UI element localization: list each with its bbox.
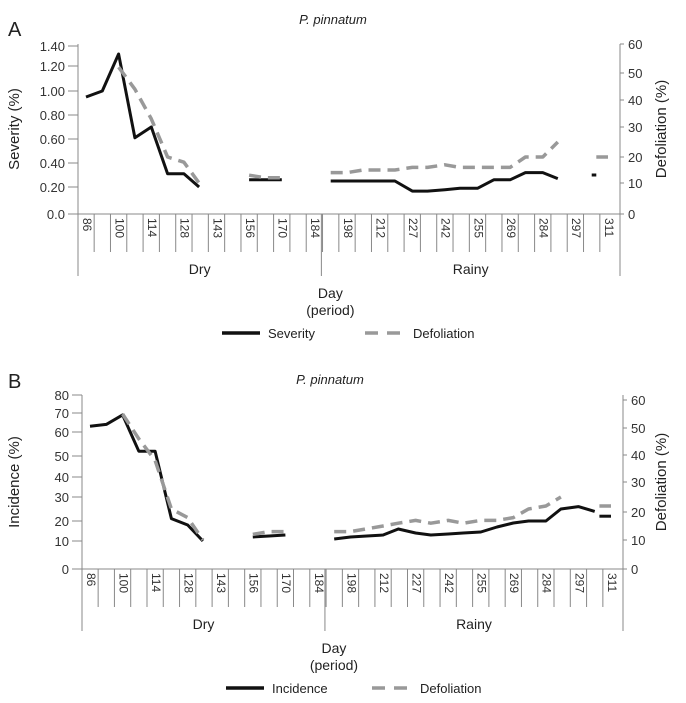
period-label-dry: Dry <box>189 261 211 277</box>
x-tick-label: 170 <box>279 573 293 593</box>
x-tick-label: 156 <box>247 573 261 593</box>
y-axis-title: Incidence (%) <box>6 436 23 528</box>
x-tick-label: 297 <box>572 573 586 593</box>
x-tick-label: 184 <box>312 573 326 593</box>
y2-axis-title: Defoliation (%) <box>653 80 670 178</box>
y-axis-title: Severity (%) <box>6 88 23 170</box>
x-axis-title-period: (period) <box>306 302 354 318</box>
y-tick-label: 70 <box>55 406 69 421</box>
legend-label: Defoliation <box>420 681 481 696</box>
x-tick-label: 114 <box>149 573 163 592</box>
y-tick-label: 1.40 <box>40 39 65 54</box>
x-tick-label: 269 <box>504 218 518 238</box>
x-tick-label: 242 <box>439 218 453 238</box>
x-tick-label: 311 <box>605 573 619 592</box>
period-label-rainy: Rainy <box>453 261 489 277</box>
y2-tick-label: 20 <box>631 505 645 520</box>
chart-panel-a: A P. pinnatum 1.40 1.20 1.00 0.80 0.60 0.40 0.20… <box>6 12 670 341</box>
series-line-defoliation <box>121 413 205 541</box>
series-line-defoliation <box>334 495 562 534</box>
chart-title: P. pinnatum <box>299 12 367 27</box>
x-tick-label: 198 <box>341 218 355 238</box>
period-label-dry: Dry <box>193 616 215 632</box>
y-tick-label: 50 <box>55 449 69 464</box>
x-axis-title-period: (period) <box>310 657 358 673</box>
y-tick-label: 1.20 <box>40 59 65 74</box>
y-tick-label: 0.0 <box>47 207 65 222</box>
x-tick-label: 284 <box>540 573 554 593</box>
y2-tick-label: 40 <box>631 448 645 463</box>
y2-tick-label: 50 <box>631 421 645 436</box>
chart-title: P. pinnatum <box>296 372 364 387</box>
x-tick-label: 212 <box>373 218 387 238</box>
series-line-incidence <box>252 533 286 539</box>
y2-tick-label: 60 <box>631 393 645 408</box>
y2-tick-label: 10 <box>631 533 645 548</box>
y-tick-label: 0.20 <box>40 180 65 195</box>
x-tick-label: 311 <box>602 218 616 237</box>
x-tick-label: 114 <box>145 218 159 237</box>
legend-label: Defoliation <box>413 326 474 341</box>
y2-tick-label: 20 <box>628 150 642 165</box>
x-tick-label: 170 <box>276 218 290 238</box>
y-tick-label: 60 <box>55 425 69 440</box>
x-tick-label: 143 <box>214 573 228 593</box>
x-tick-label: 255 <box>471 218 485 238</box>
x-tick-label: 255 <box>475 573 489 593</box>
x-tick-label: 86 <box>80 218 94 232</box>
x-tick-label: 128 <box>178 218 192 238</box>
series-line-defoliation <box>252 529 286 537</box>
series-line-defoliation <box>117 66 201 185</box>
x-tick-label: 297 <box>569 218 583 238</box>
y2-tick-label: 10 <box>628 176 642 191</box>
y2-tick-label: 60 <box>628 37 642 52</box>
x-axis-title-day: Day <box>321 640 346 656</box>
y-tick-label: 0.40 <box>40 156 65 171</box>
y-tick-label: 40 <box>55 470 69 485</box>
period-label-rainy: Rainy <box>456 616 492 632</box>
y2-axis-title: Defoliation (%) <box>653 433 670 531</box>
x-tick-label: 269 <box>507 573 521 593</box>
series-line-incidence <box>89 413 204 543</box>
y2-tick-label: 30 <box>631 475 645 490</box>
x-tick-label: 184 <box>308 218 322 238</box>
series-line-defoliation <box>248 173 282 180</box>
x-tick-label: 198 <box>344 573 358 593</box>
y-tick-label: 80 <box>55 388 69 403</box>
y-tick-label: 20 <box>55 514 69 529</box>
y2-tick-label: 30 <box>628 120 642 135</box>
y-tick-label: 0 <box>62 562 69 577</box>
y-tick-label: 30 <box>55 490 69 505</box>
panel-letter: A <box>8 19 22 41</box>
x-axis-title-day: Day <box>318 285 343 301</box>
legend-label: Incidence <box>272 681 328 696</box>
series-line-defoliation <box>330 140 560 175</box>
x-tick-label: 143 <box>210 218 224 238</box>
y2-tick-label: 0 <box>631 562 638 577</box>
y-tick-label: 0.60 <box>40 132 65 147</box>
series-line-severity <box>85 52 201 189</box>
y2-tick-label: 40 <box>628 93 642 108</box>
x-tick-label: 227 <box>406 218 420 238</box>
x-tick-label: 86 <box>84 573 98 587</box>
x-tick-label: 156 <box>243 218 257 238</box>
y2-tick-label: 0 <box>628 207 635 222</box>
x-tick-label: 227 <box>409 573 423 593</box>
y-tick-label: 1.00 <box>40 84 65 99</box>
x-tick-label: 212 <box>377 573 391 593</box>
panel-letter: B <box>8 371 21 393</box>
legend-label: Severity <box>268 326 315 341</box>
series-line-incidence <box>334 505 596 541</box>
y-tick-label: 10 <box>55 534 69 549</box>
x-tick-label: 100 <box>112 218 126 238</box>
x-tick-label: 128 <box>182 573 196 593</box>
y2-tick-label: 50 <box>628 66 642 81</box>
x-tick-label: 100 <box>116 573 130 593</box>
x-tick-label: 284 <box>537 218 551 238</box>
y-tick-label: 0.80 <box>40 108 65 123</box>
series-line-severity <box>330 171 559 193</box>
x-tick-label: 242 <box>442 573 456 593</box>
